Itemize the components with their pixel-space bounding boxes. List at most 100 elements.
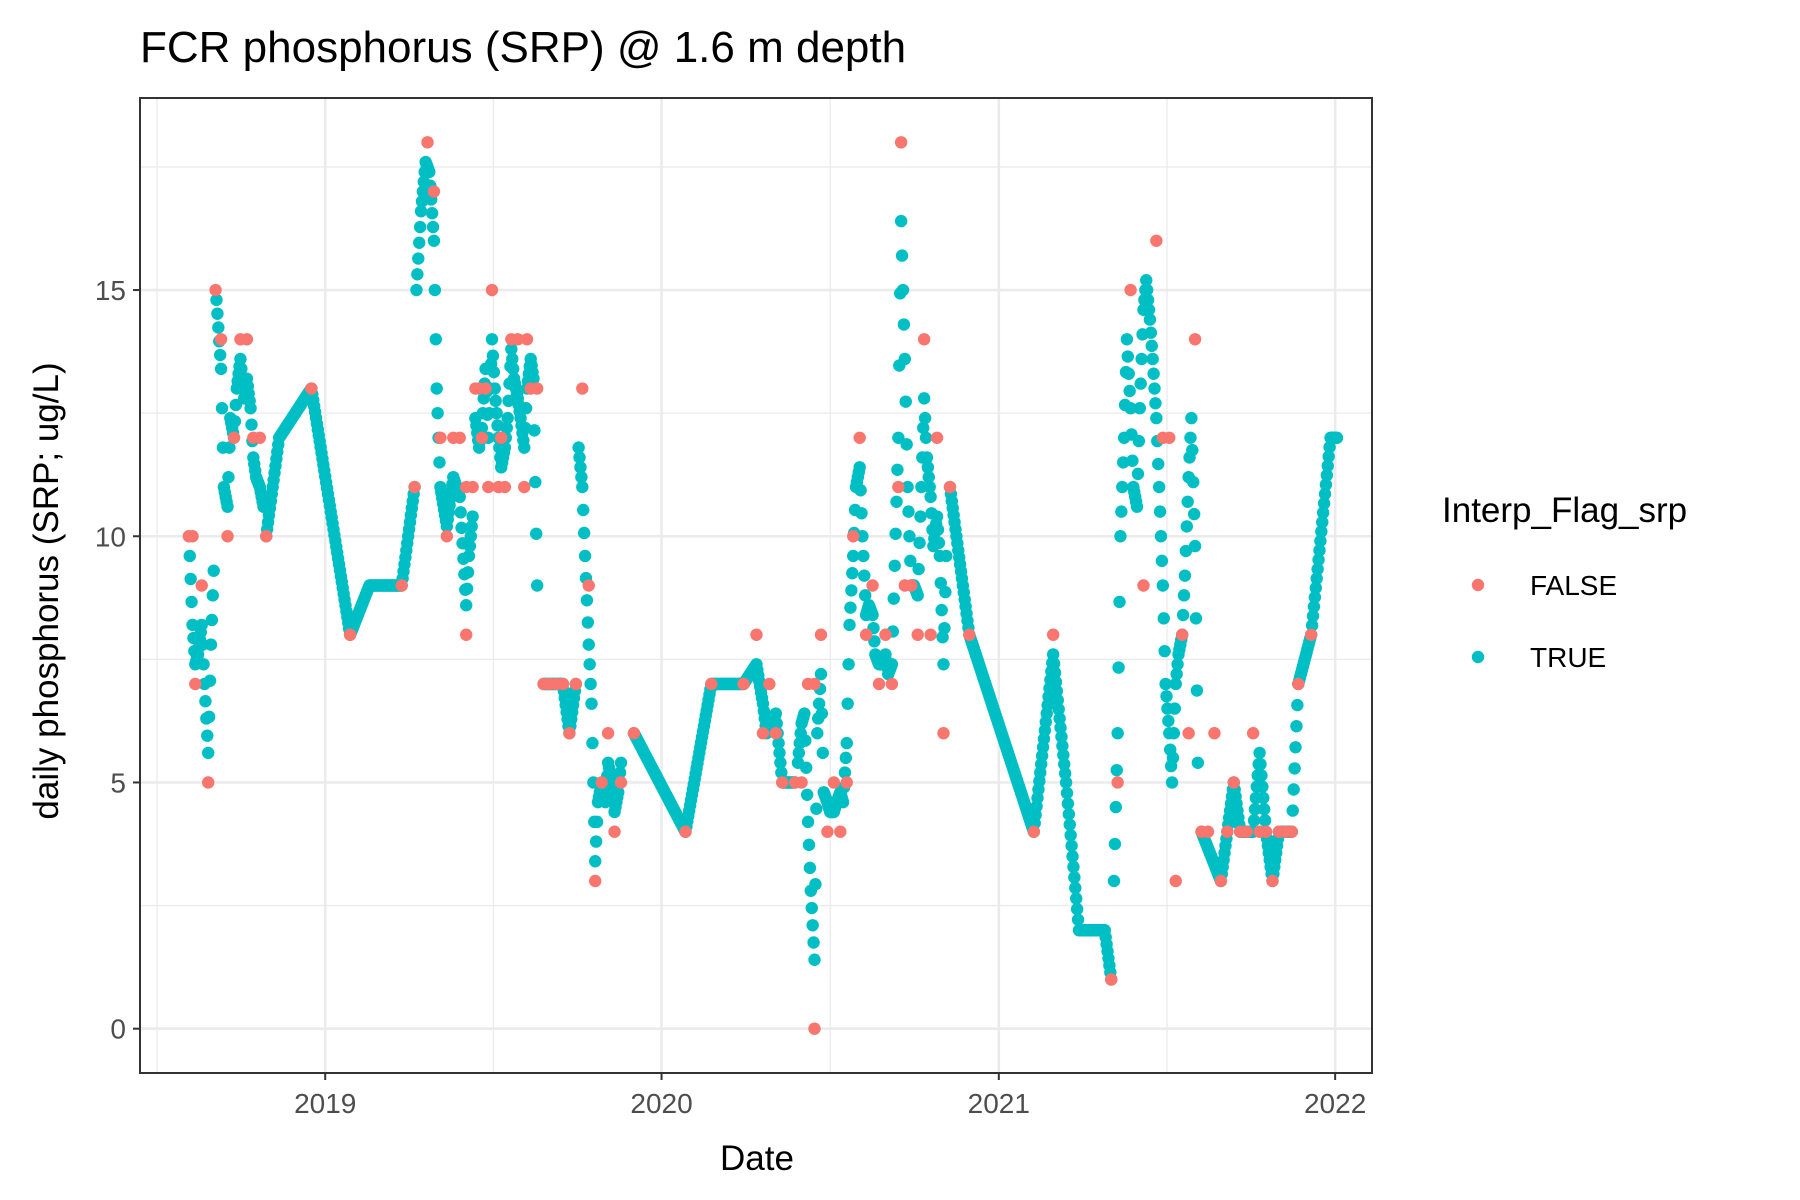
y-axis-title: daily phosphorus (SRP; ug/L) (27, 362, 66, 819)
plot-border (139, 97, 1373, 1074)
data-point-true (1067, 860, 1080, 874)
data-point-false (866, 579, 879, 592)
data-point-false (853, 431, 866, 444)
data-point-true (770, 717, 783, 730)
data-point-true (529, 475, 542, 489)
data-point-true (1153, 505, 1167, 518)
data-point-true (463, 539, 477, 553)
data-point-false (408, 480, 421, 494)
data-point-true (1050, 684, 1064, 698)
data-point-false (498, 480, 512, 494)
data-point-true (183, 549, 196, 563)
data-point-true (1311, 562, 1324, 576)
data-point-true (1181, 495, 1194, 508)
data-point-true (1286, 804, 1299, 817)
data-point-true (1114, 530, 1127, 543)
data-point-true (577, 526, 591, 540)
data-point-true (501, 411, 514, 425)
data-point-true (433, 456, 446, 469)
data-point-true (203, 674, 217, 687)
data-point-false (459, 628, 473, 641)
data-point-true (1314, 534, 1327, 548)
data-point-true (223, 441, 236, 454)
data-point-false (1046, 628, 1060, 641)
data-point-false (227, 431, 241, 444)
data-point-true (201, 729, 214, 742)
data-point-true (1187, 475, 1200, 489)
data-point-true (412, 252, 425, 265)
data-point-false (482, 480, 495, 494)
data-point-false (879, 628, 892, 641)
data-point-false (1175, 628, 1189, 641)
data-point-false (1105, 973, 1118, 986)
data-point-false (589, 874, 602, 888)
data-points (182, 136, 1344, 1035)
data-point-true (228, 415, 242, 428)
data-point-true (1316, 506, 1330, 520)
data-point-true (917, 392, 931, 405)
data-point-true (807, 936, 820, 949)
data-point-false (776, 776, 789, 789)
data-point-true (1322, 450, 1335, 463)
data-point-true (816, 746, 830, 760)
data-point-false (750, 628, 763, 641)
data-point-true (868, 635, 881, 648)
data-point-true (1070, 902, 1084, 916)
data-point-true (1062, 807, 1076, 821)
data-point-true (1063, 818, 1076, 831)
data-point-true (1054, 721, 1067, 734)
data-point-true (1046, 648, 1060, 661)
data-point-true (585, 697, 598, 710)
data-point-true (1069, 881, 1082, 895)
data-point-true (184, 572, 197, 586)
data-point-true (461, 566, 475, 579)
data-point-true (235, 362, 248, 376)
data-point-true (932, 536, 946, 550)
data-point-true (1253, 746, 1266, 760)
data-point-true (1109, 800, 1123, 814)
data-point-true (427, 234, 441, 248)
x-tick-label: 2022 (1304, 1088, 1366, 1119)
data-point-true (938, 621, 951, 635)
data-point-false (1214, 874, 1228, 888)
data-point-true (888, 559, 901, 573)
data-point-true (1140, 273, 1153, 287)
data-point-true (1306, 609, 1320, 623)
data-point-true (1122, 367, 1135, 380)
legend-label-true: TRUE (1530, 642, 1606, 673)
data-point-true (1068, 871, 1081, 884)
data-point-true (1110, 763, 1123, 777)
data-point-true (464, 530, 478, 543)
data-point-false (1246, 727, 1260, 740)
data-point-false (214, 333, 228, 346)
data-point-true (1142, 303, 1156, 316)
data-point-false (795, 776, 808, 789)
data-point-true (206, 589, 219, 602)
data-point-true (1158, 644, 1171, 658)
data-point-false (763, 677, 776, 691)
data-point-false (827, 776, 841, 789)
data-point-true (806, 919, 819, 932)
data-point-true (1257, 791, 1270, 805)
data-point-false (440, 530, 454, 543)
data-point-false (475, 431, 489, 444)
y-tick-label: 0 (110, 1014, 126, 1045)
data-point-false (576, 382, 589, 395)
data-point-true (903, 530, 916, 543)
data-point-true (577, 503, 590, 517)
data-point-true (614, 756, 628, 769)
data-point-true (426, 220, 440, 234)
data-point-true (1150, 411, 1163, 425)
data-point-true (1064, 829, 1077, 842)
data-point-true (1055, 730, 1068, 743)
data-point-true (840, 736, 853, 750)
data-point-true (1052, 703, 1065, 716)
data-point-true (583, 658, 596, 671)
data-point-true (1112, 661, 1125, 674)
data-point-true (845, 584, 858, 597)
data-point-true (1162, 714, 1175, 728)
chart-title: FCR phosphorus (SRP) @ 1.6 m depth (140, 23, 906, 72)
data-point-true (885, 658, 899, 671)
data-point-true (1305, 619, 1319, 632)
